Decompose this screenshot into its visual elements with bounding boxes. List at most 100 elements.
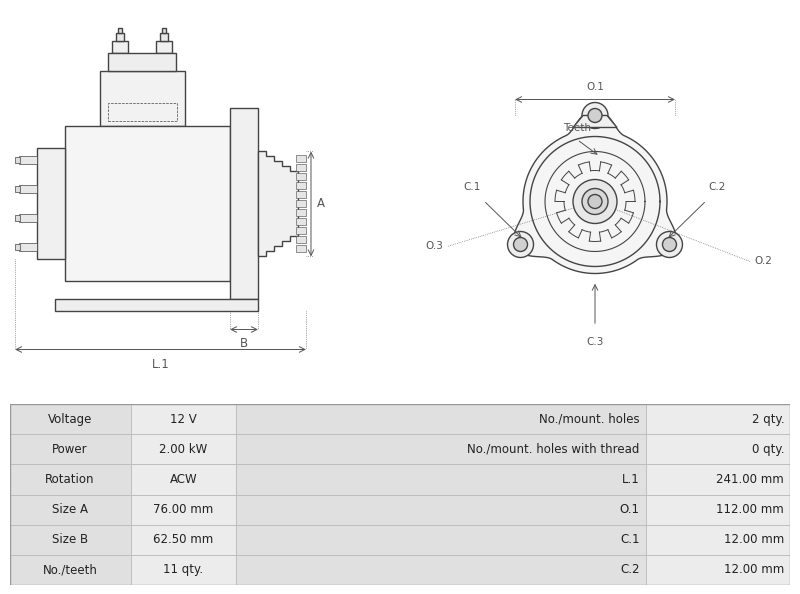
Circle shape [507, 232, 534, 257]
Bar [646, 555, 790, 585]
Bar [10, 404, 130, 434]
Bar [296, 191, 306, 198]
Bar [130, 494, 236, 525]
Bar [296, 173, 306, 181]
Circle shape [662, 238, 677, 251]
Bar [15, 216, 20, 222]
Bar [65, 127, 230, 282]
Bar [646, 465, 790, 494]
Text: Power: Power [52, 443, 88, 456]
Bar [646, 494, 790, 525]
Text: Teeth: Teeth [563, 124, 591, 134]
Text: 0 qty.: 0 qty. [752, 443, 784, 456]
Bar [130, 465, 236, 494]
Text: C.1: C.1 [464, 182, 482, 192]
Bar [19, 156, 37, 165]
Text: O.3: O.3 [425, 242, 443, 251]
Bar [10, 494, 130, 525]
Bar [19, 185, 37, 194]
Text: A: A [317, 197, 325, 210]
Text: L.1: L.1 [152, 359, 170, 371]
Polygon shape [573, 115, 617, 128]
Text: 2.00 kW: 2.00 kW [159, 443, 207, 456]
Bar [296, 228, 306, 235]
Bar [55, 299, 258, 311]
Bar [236, 465, 646, 494]
Bar [108, 53, 176, 71]
Bar [112, 42, 128, 53]
Bar [108, 103, 177, 122]
Text: O.2: O.2 [754, 257, 772, 267]
Bar [236, 434, 646, 465]
Bar [19, 244, 37, 251]
Text: C.2: C.2 [709, 182, 726, 192]
Text: 241.00 mm: 241.00 mm [717, 473, 784, 486]
Text: No./teeth: No./teeth [42, 564, 98, 577]
Bar [646, 525, 790, 555]
Text: B: B [240, 337, 248, 350]
Circle shape [582, 188, 608, 214]
Bar [116, 33, 124, 42]
Bar [10, 555, 130, 585]
Bar [130, 404, 236, 434]
Bar [118, 29, 122, 33]
Text: L.1: L.1 [622, 473, 640, 486]
Text: 12.00 mm: 12.00 mm [724, 533, 784, 546]
Bar [646, 404, 790, 434]
Bar [130, 555, 236, 585]
Text: 12 V: 12 V [170, 412, 197, 425]
Bar [15, 157, 20, 163]
Bar [10, 465, 130, 494]
Text: ACW: ACW [170, 473, 197, 486]
Bar [296, 219, 306, 226]
Text: 12.00 mm: 12.00 mm [724, 564, 784, 577]
Bar [19, 214, 37, 223]
Text: 62.50 mm: 62.50 mm [154, 533, 214, 546]
Bar [236, 494, 646, 525]
Circle shape [582, 103, 608, 128]
Bar [156, 42, 172, 53]
Bar [160, 33, 168, 42]
Circle shape [657, 232, 682, 257]
Circle shape [573, 179, 617, 223]
Bar [37, 148, 65, 260]
Text: O.1: O.1 [586, 83, 604, 93]
Bar [296, 210, 306, 216]
Bar [15, 245, 20, 251]
Text: Size B: Size B [52, 533, 88, 546]
Polygon shape [258, 151, 298, 257]
Circle shape [588, 109, 602, 122]
Text: 11 qty.: 11 qty. [163, 564, 203, 577]
Bar [296, 165, 306, 172]
Circle shape [514, 238, 527, 251]
Bar [100, 71, 185, 127]
Bar [230, 109, 258, 299]
Bar [130, 525, 236, 555]
Bar [646, 434, 790, 465]
Text: O.1: O.1 [620, 503, 640, 516]
Text: Rotation: Rotation [46, 473, 95, 486]
Text: 112.00 mm: 112.00 mm [717, 503, 784, 516]
Bar [10, 525, 130, 555]
Bar [296, 182, 306, 189]
Bar [296, 156, 306, 163]
Bar [15, 187, 20, 192]
Bar [162, 29, 166, 33]
Text: 76.00 mm: 76.00 mm [154, 503, 214, 516]
Text: 2 qty.: 2 qty. [751, 412, 784, 425]
Text: C.1: C.1 [620, 533, 640, 546]
Bar [296, 245, 306, 252]
Bar [236, 555, 646, 585]
Bar [296, 201, 306, 207]
Circle shape [588, 194, 602, 208]
Text: Voltage: Voltage [48, 412, 92, 425]
Text: No./mount. holes: No./mount. holes [539, 412, 640, 425]
Bar [296, 236, 306, 244]
Text: No./mount. holes with thread: No./mount. holes with thread [467, 443, 640, 456]
Text: Size A: Size A [52, 503, 88, 516]
Bar [236, 404, 646, 434]
Bar [10, 434, 130, 465]
Text: C.2: C.2 [620, 564, 640, 577]
Text: C.3: C.3 [586, 337, 604, 347]
Bar [130, 434, 236, 465]
